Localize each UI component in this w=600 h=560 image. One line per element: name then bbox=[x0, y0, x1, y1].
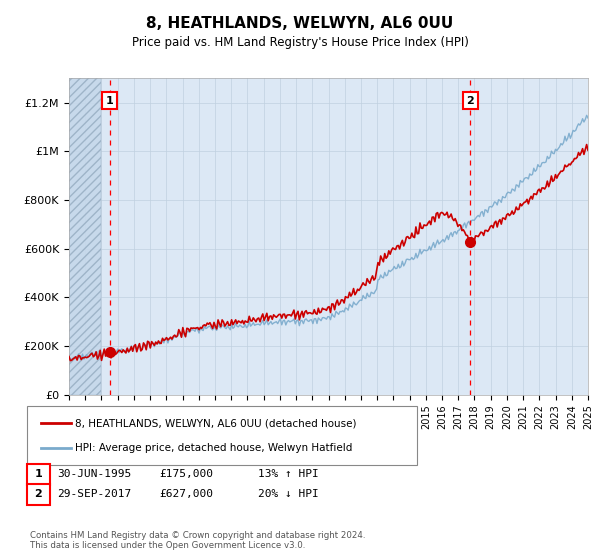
Text: 8, HEATHLANDS, WELWYN, AL6 0UU (detached house): 8, HEATHLANDS, WELWYN, AL6 0UU (detached… bbox=[75, 418, 356, 428]
Text: £627,000: £627,000 bbox=[159, 489, 213, 500]
Text: 8, HEATHLANDS, WELWYN, AL6 0UU: 8, HEATHLANDS, WELWYN, AL6 0UU bbox=[146, 16, 454, 31]
Text: 2: 2 bbox=[35, 489, 42, 500]
Text: 20% ↓ HPI: 20% ↓ HPI bbox=[258, 489, 319, 500]
Text: 1: 1 bbox=[106, 96, 113, 105]
Text: 13% ↑ HPI: 13% ↑ HPI bbox=[258, 469, 319, 479]
Text: £175,000: £175,000 bbox=[159, 469, 213, 479]
Text: Contains HM Land Registry data © Crown copyright and database right 2024.
This d: Contains HM Land Registry data © Crown c… bbox=[30, 530, 365, 550]
Text: HPI: Average price, detached house, Welwyn Hatfield: HPI: Average price, detached house, Welw… bbox=[75, 442, 352, 452]
Text: 1: 1 bbox=[35, 469, 42, 479]
Text: 2: 2 bbox=[467, 96, 474, 105]
Text: 30-JUN-1995: 30-JUN-1995 bbox=[57, 469, 131, 479]
Text: Price paid vs. HM Land Registry's House Price Index (HPI): Price paid vs. HM Land Registry's House … bbox=[131, 36, 469, 49]
Text: 29-SEP-2017: 29-SEP-2017 bbox=[57, 489, 131, 500]
Bar bbox=[69, 78, 101, 395]
